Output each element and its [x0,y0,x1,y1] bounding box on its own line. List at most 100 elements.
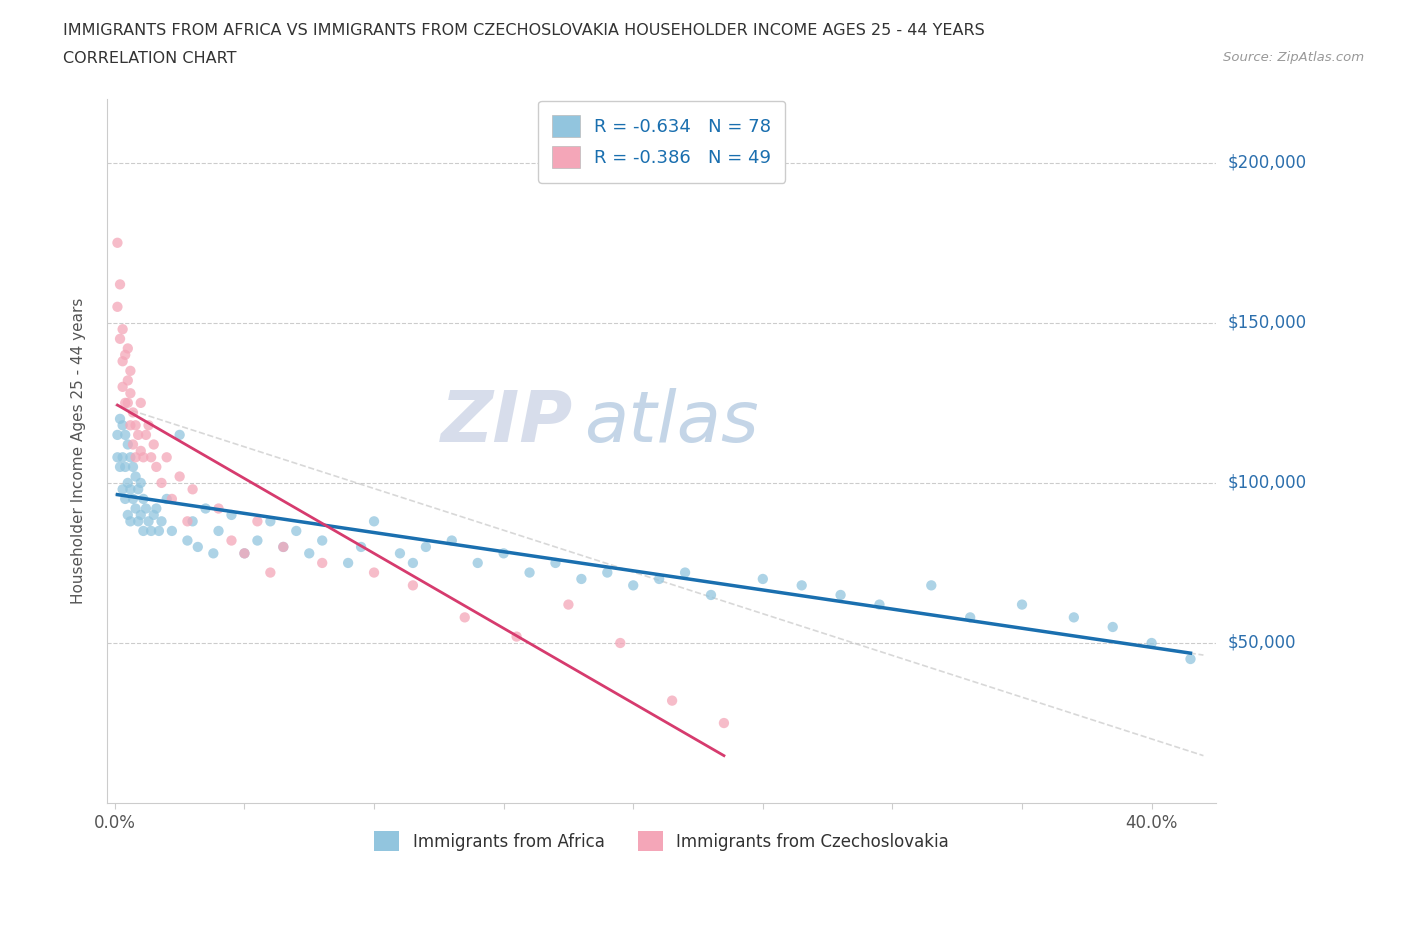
Point [129,475,152,490]
Point [959,610,981,625]
Point [259,565,281,580]
Point [132,524,155,538]
Point [120,418,142,432]
Point [1180,652,1202,667]
Point [557,597,579,612]
Text: $50,000: $50,000 [1227,634,1296,652]
Point [138,418,160,432]
Point [1101,619,1123,634]
Point [176,533,198,548]
Point [129,444,152,458]
Point [117,508,139,523]
Point [337,555,360,570]
Point [363,565,385,580]
Point [132,450,155,465]
Point [117,475,139,490]
Point [122,437,145,452]
Point [124,418,146,432]
Point [454,610,477,625]
Point [415,539,437,554]
Text: CORRELATION CHART: CORRELATION CHART [63,51,236,66]
Point [145,459,167,474]
Point [246,514,269,529]
Text: $100,000: $100,000 [1227,474,1306,492]
Point [107,235,129,250]
Point [388,546,411,561]
Point [132,491,155,506]
Point [124,501,146,516]
Point [156,450,179,465]
Point [117,395,139,410]
Point [139,524,162,538]
Point [127,482,149,497]
Point [298,546,321,561]
Point [207,501,229,516]
Point [246,533,269,548]
Point [673,565,696,580]
Point [169,469,191,484]
Point [114,459,136,474]
Point [869,597,891,612]
Point [571,572,593,587]
Point [233,546,256,561]
Point [111,482,134,497]
Point [135,501,157,516]
Point [176,514,198,529]
Point [1011,597,1033,612]
Point [108,331,131,346]
Point [505,630,527,644]
Point [111,353,134,368]
Point [160,524,183,538]
Point [108,277,131,292]
Point [350,539,373,554]
Point [142,508,165,523]
Point [790,578,813,592]
Point [120,386,142,401]
Point [661,693,683,708]
Point [609,635,631,650]
Point [107,428,129,443]
Point [187,539,209,554]
Point [117,341,139,356]
Point [285,524,308,538]
Point [156,491,179,506]
Point [122,459,145,474]
Point [142,437,165,452]
Point [1140,635,1163,650]
Point [107,450,129,465]
Point [138,514,160,529]
Point [467,555,489,570]
Point [273,539,295,554]
Point [621,578,644,592]
Point [129,395,152,410]
Text: $150,000: $150,000 [1227,313,1306,332]
Point [150,514,173,529]
Point [150,475,173,490]
Point [127,514,149,529]
Point [111,379,134,394]
Point [311,555,333,570]
Point [117,373,139,388]
Point [207,524,229,538]
Point [108,459,131,474]
Point [129,508,152,523]
Point [114,395,136,410]
Point [713,715,735,730]
Point [194,501,217,516]
Legend: Immigrants from Africa, Immigrants from Czechoslovakia: Immigrants from Africa, Immigrants from … [368,825,956,858]
Point [700,588,723,603]
Point [221,508,243,523]
Point [120,364,142,379]
Text: atlas: atlas [583,388,759,458]
Point [920,578,942,592]
Point [273,539,295,554]
Point [221,533,243,548]
Point [127,428,149,443]
Point [402,555,425,570]
Point [402,578,425,592]
Text: Source: ZipAtlas.com: Source: ZipAtlas.com [1223,51,1364,64]
Point [160,491,183,506]
Point [259,514,281,529]
Point [114,491,136,506]
Point [202,546,225,561]
